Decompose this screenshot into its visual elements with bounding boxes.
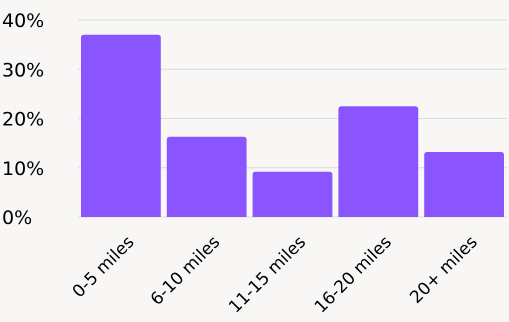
y-tick-label: 30% bbox=[2, 59, 44, 81]
y-tick-label: 20% bbox=[2, 109, 44, 131]
bar-6-10-miles bbox=[166, 136, 247, 217]
x-tick-label: 11-15 miles bbox=[225, 232, 310, 317]
bar-11-15-miles bbox=[252, 171, 333, 217]
x-tick-label: 20+ miles bbox=[406, 232, 481, 307]
x-tick-label: 16-20 miles bbox=[311, 232, 396, 317]
y-tick-label: 10% bbox=[2, 158, 44, 180]
x-tick-label: 6-10 miles bbox=[147, 232, 224, 309]
bar-0-5-miles bbox=[81, 34, 161, 218]
y-tick-label: 0% bbox=[2, 207, 32, 229]
x-tick-label: 0-5 miles bbox=[69, 232, 139, 302]
x-axis: 0-5 miles 6-10 miles 11-15 miles 16-20 mile… bbox=[69, 232, 482, 317]
y-axis: 0% 10% 20% 30% 40% bbox=[2, 10, 44, 229]
bar-16-20-miles bbox=[338, 106, 419, 217]
bar-20-miles bbox=[424, 151, 504, 217]
bars bbox=[81, 34, 504, 218]
y-tick-label: 40% bbox=[2, 10, 44, 32]
